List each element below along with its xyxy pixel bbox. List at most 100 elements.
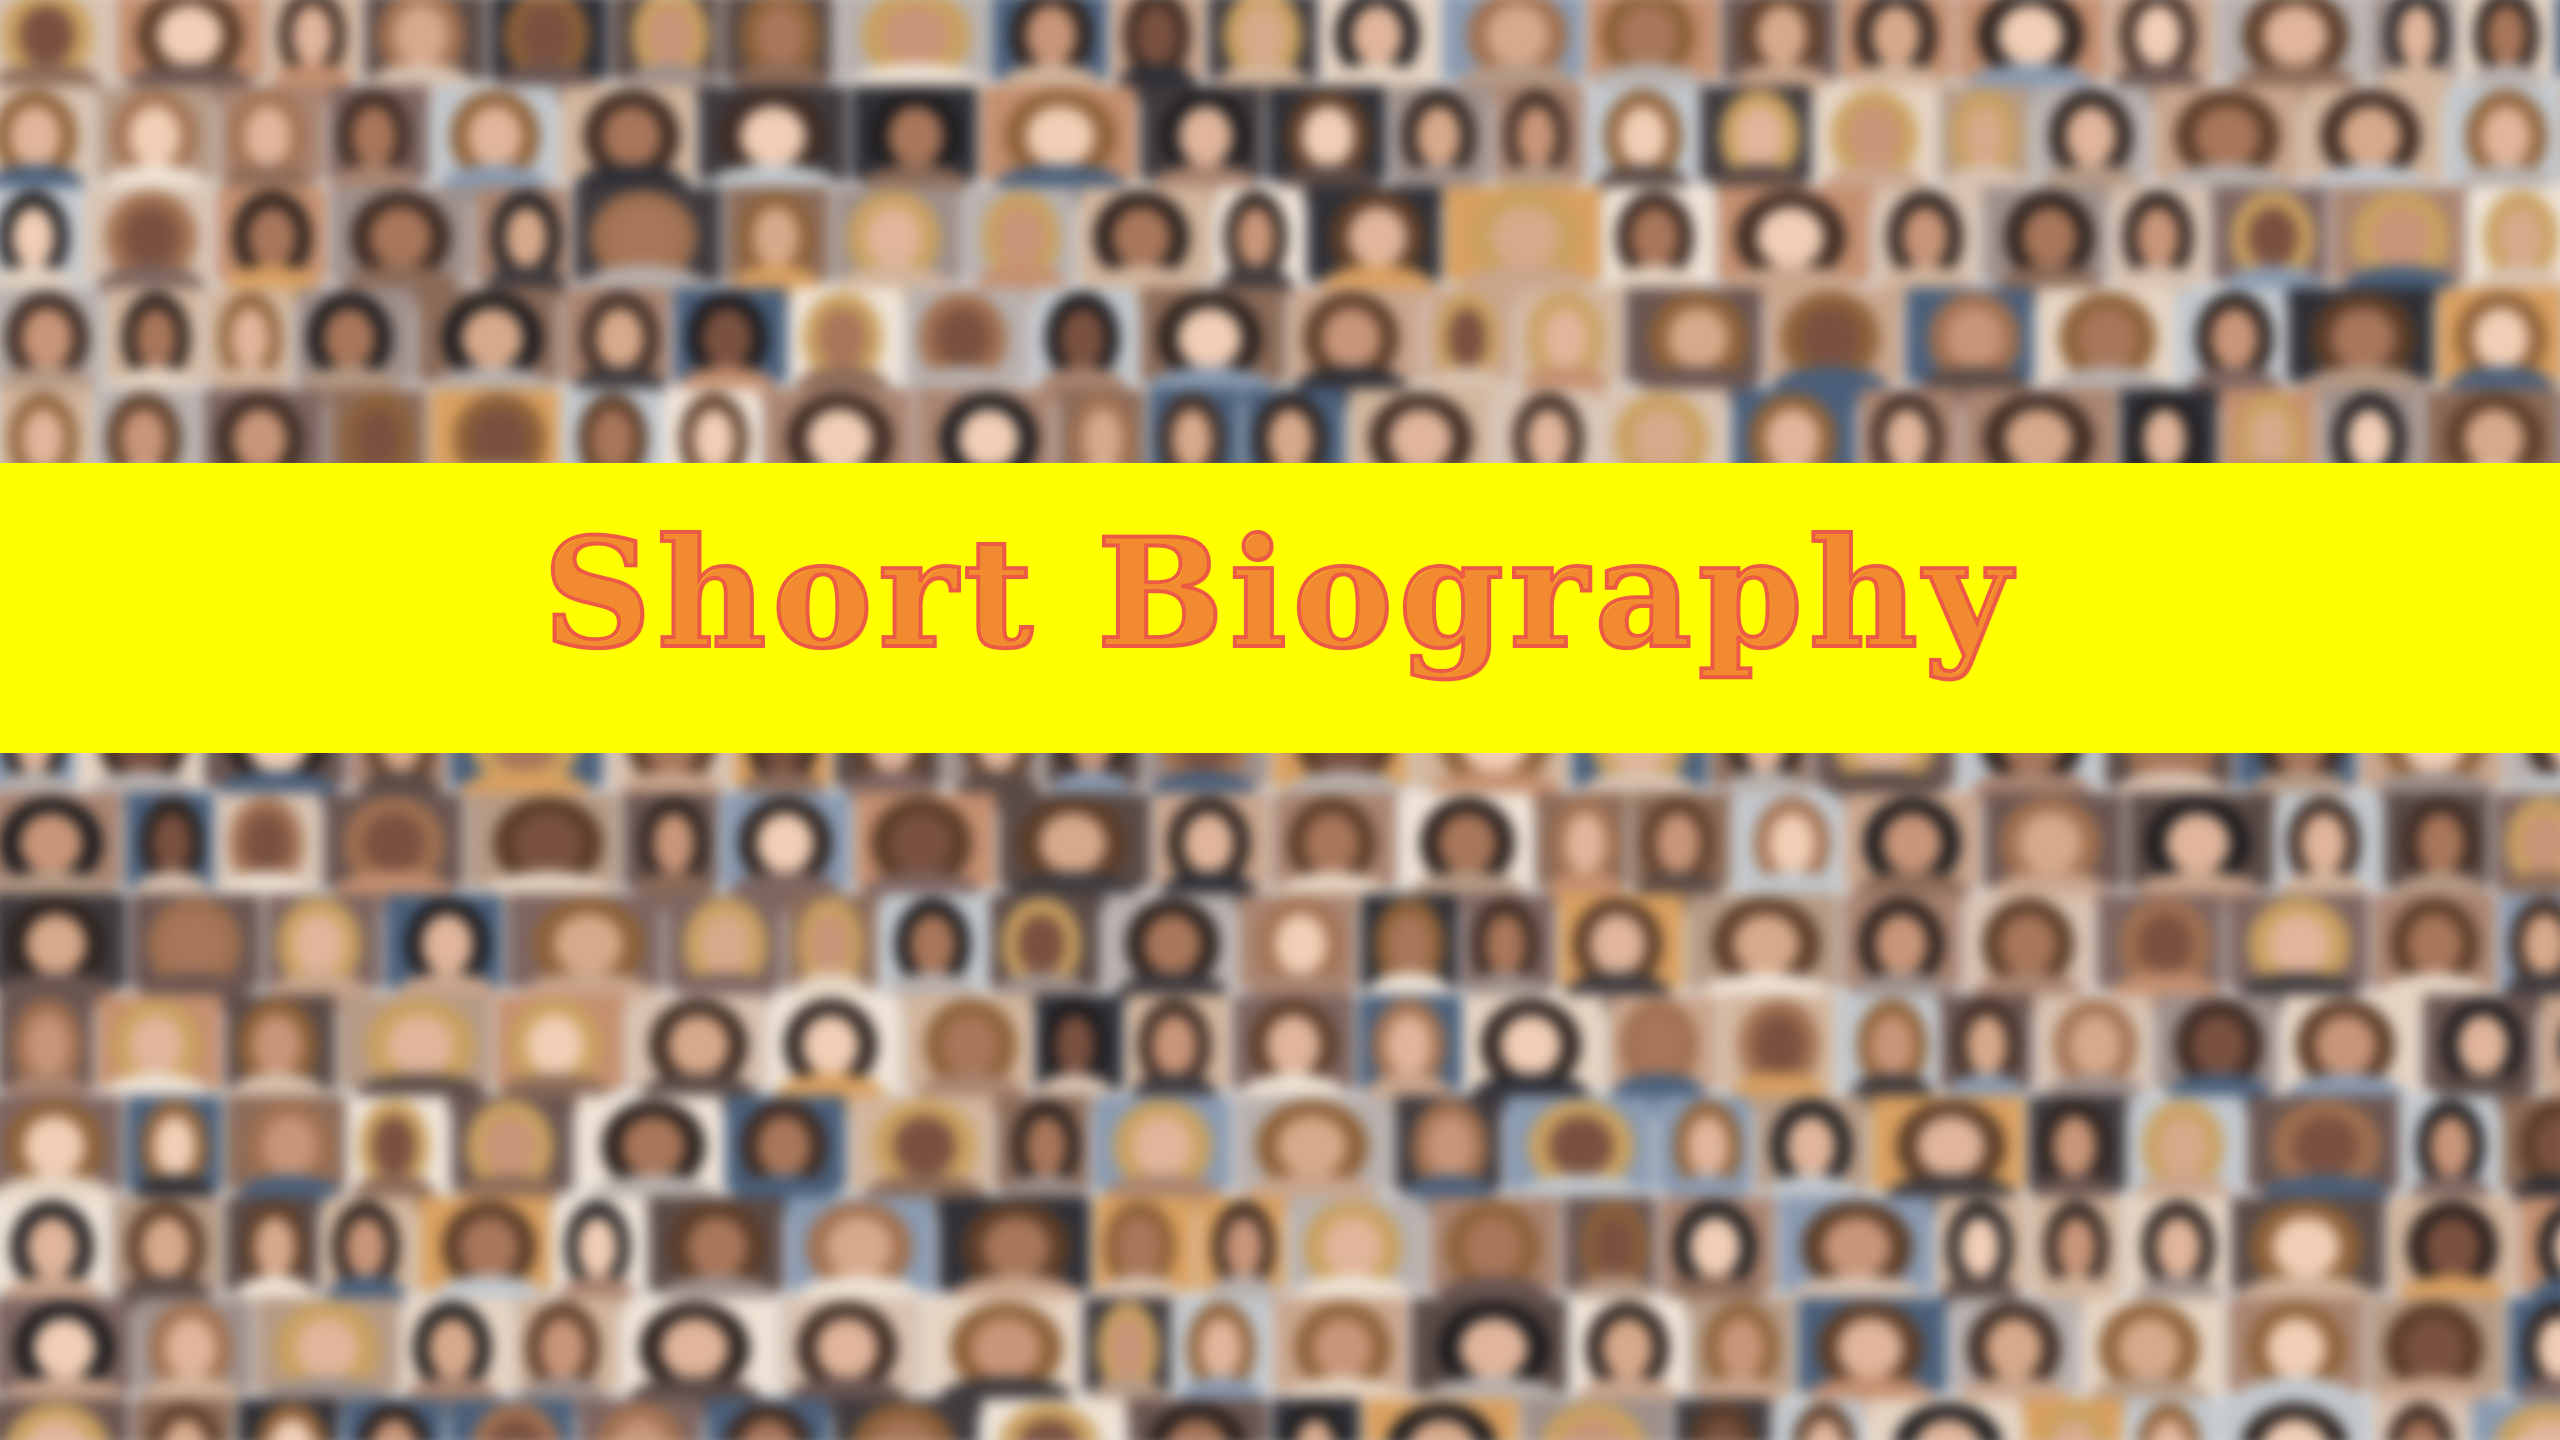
portrait-tile <box>982 1398 1125 1440</box>
portrait-tile <box>385 893 503 1013</box>
portrait-tile <box>1906 287 2034 407</box>
portrait-tile <box>112 1196 222 1316</box>
portrait-tile <box>1442 0 1583 104</box>
portrait-tile <box>1840 0 1953 104</box>
portrait-tile <box>836 0 989 104</box>
portrait-tile <box>1271 1398 1360 1440</box>
portrait-tile <box>2153 85 2301 205</box>
portrait-tile <box>419 1196 551 1316</box>
portrait-tile <box>0 1095 123 1215</box>
portrait-tile <box>85 186 213 306</box>
portrait-tile <box>432 85 557 205</box>
portrait-tile <box>1465 994 1605 1114</box>
portrait-tile <box>2493 792 2560 912</box>
portrait-tile <box>698 85 848 205</box>
portrait-tile <box>295 287 414 407</box>
portrait-tile <box>451 1095 573 1215</box>
portrait-tile <box>1094 1196 1195 1316</box>
portrait-tile <box>2083 1297 2225 1417</box>
portrait-tile <box>725 1095 846 1215</box>
portrait-tile <box>2154 994 2278 1114</box>
portrait-tile <box>851 85 977 205</box>
portrait-tile <box>1444 186 1602 306</box>
portrait-tile <box>780 1297 920 1417</box>
portrait-tile <box>1104 893 1235 1013</box>
portrait-tile <box>264 893 382 1013</box>
portrait-tile <box>1774 1398 1864 1440</box>
portrait-tile <box>342 1398 445 1440</box>
portrait-tile <box>448 1398 575 1440</box>
portrait-tile <box>1395 1095 1502 1215</box>
portrait-tile <box>2111 186 2209 306</box>
portrait-tile <box>2035 994 2151 1114</box>
portrait-tile <box>999 792 1151 912</box>
portrait-tile <box>2555 0 2560 80</box>
portrait-tile <box>2373 1398 2468 1440</box>
portrait-tile <box>561 287 670 407</box>
portrait-tile <box>1272 792 1397 912</box>
portrait-tile <box>1965 893 2094 1013</box>
portrait-tile <box>97 994 222 1114</box>
portrait-tile <box>1558 893 1684 1013</box>
portrait-tile <box>2247 1095 2400 1215</box>
portrait-tile <box>1084 1297 1171 1417</box>
portrait-tile <box>996 1095 1090 1215</box>
portrait-tile <box>2388 1196 2516 1316</box>
portrait-tile <box>322 1196 416 1316</box>
portrait-tile <box>2024 1398 2123 1440</box>
portrait-tile <box>1867 1398 2021 1440</box>
portrait-tile <box>1956 0 2106 104</box>
portrait-tile <box>786 893 878 1013</box>
portrait-tile <box>981 85 1137 205</box>
portrait-tile <box>364 0 487 104</box>
portrait-tile <box>2367 1297 2506 1417</box>
portrait-tile <box>2471 1398 2560 1440</box>
portrait-tile <box>219 85 325 205</box>
portrait-tile <box>2461 0 2552 104</box>
portrait-tile <box>1722 994 1835 1114</box>
banner-title: Short Biography <box>541 506 2017 682</box>
portrait-tile <box>2437 287 2560 407</box>
portrait-tile <box>1273 1297 1408 1417</box>
portrait-tile <box>2304 85 2443 205</box>
title-banner: Short Biography <box>0 463 2560 753</box>
portrait-tile <box>622 1297 777 1417</box>
portrait-tile <box>116 0 265 104</box>
portrait-tile <box>130 893 261 1013</box>
portrait-tile <box>1522 1398 1671 1440</box>
portrait-tile <box>1842 893 1962 1013</box>
portrait-tile <box>1111 0 1205 104</box>
portrait-tile <box>2128 792 2274 912</box>
portrait-tile <box>126 1095 222 1215</box>
portrait-tile <box>330 186 470 306</box>
portrait-tile <box>1937 1196 2029 1316</box>
portrait-tile <box>2403 1095 2499 1215</box>
portrait-tile <box>2287 287 2434 407</box>
portrait-tile <box>560 85 695 205</box>
portrait-tile <box>0 893 127 1013</box>
portrait-tile <box>1128 1398 1268 1440</box>
portrait-tile <box>1358 994 1462 1114</box>
portrait-tile <box>1140 287 1287 407</box>
portrait-tile <box>1289 1196 1426 1316</box>
portrait-tile <box>577 1095 722 1215</box>
portrait-tile <box>0 0 113 104</box>
portrait-tile <box>204 287 292 407</box>
portrait-tile <box>903 994 1032 1114</box>
portrait-tile <box>1079 186 1213 306</box>
portrait-tile <box>216 186 327 306</box>
portrait-tile <box>1874 186 1979 306</box>
portrait-tile <box>133 1398 234 1440</box>
portrait-tile <box>237 1398 339 1440</box>
portrait-tile <box>706 1398 830 1440</box>
portrait-tile <box>2219 1398 2370 1440</box>
portrait-tile <box>1674 1398 1771 1440</box>
portrait-tile <box>217 792 320 912</box>
portrait-tile <box>938 1196 1091 1316</box>
portrait-tile <box>0 1398 130 1440</box>
portrait-tile <box>992 0 1108 104</box>
portrait-tile <box>0 186 82 306</box>
portrait-tile <box>1234 1095 1392 1215</box>
portrait-tile <box>2126 1398 2216 1440</box>
